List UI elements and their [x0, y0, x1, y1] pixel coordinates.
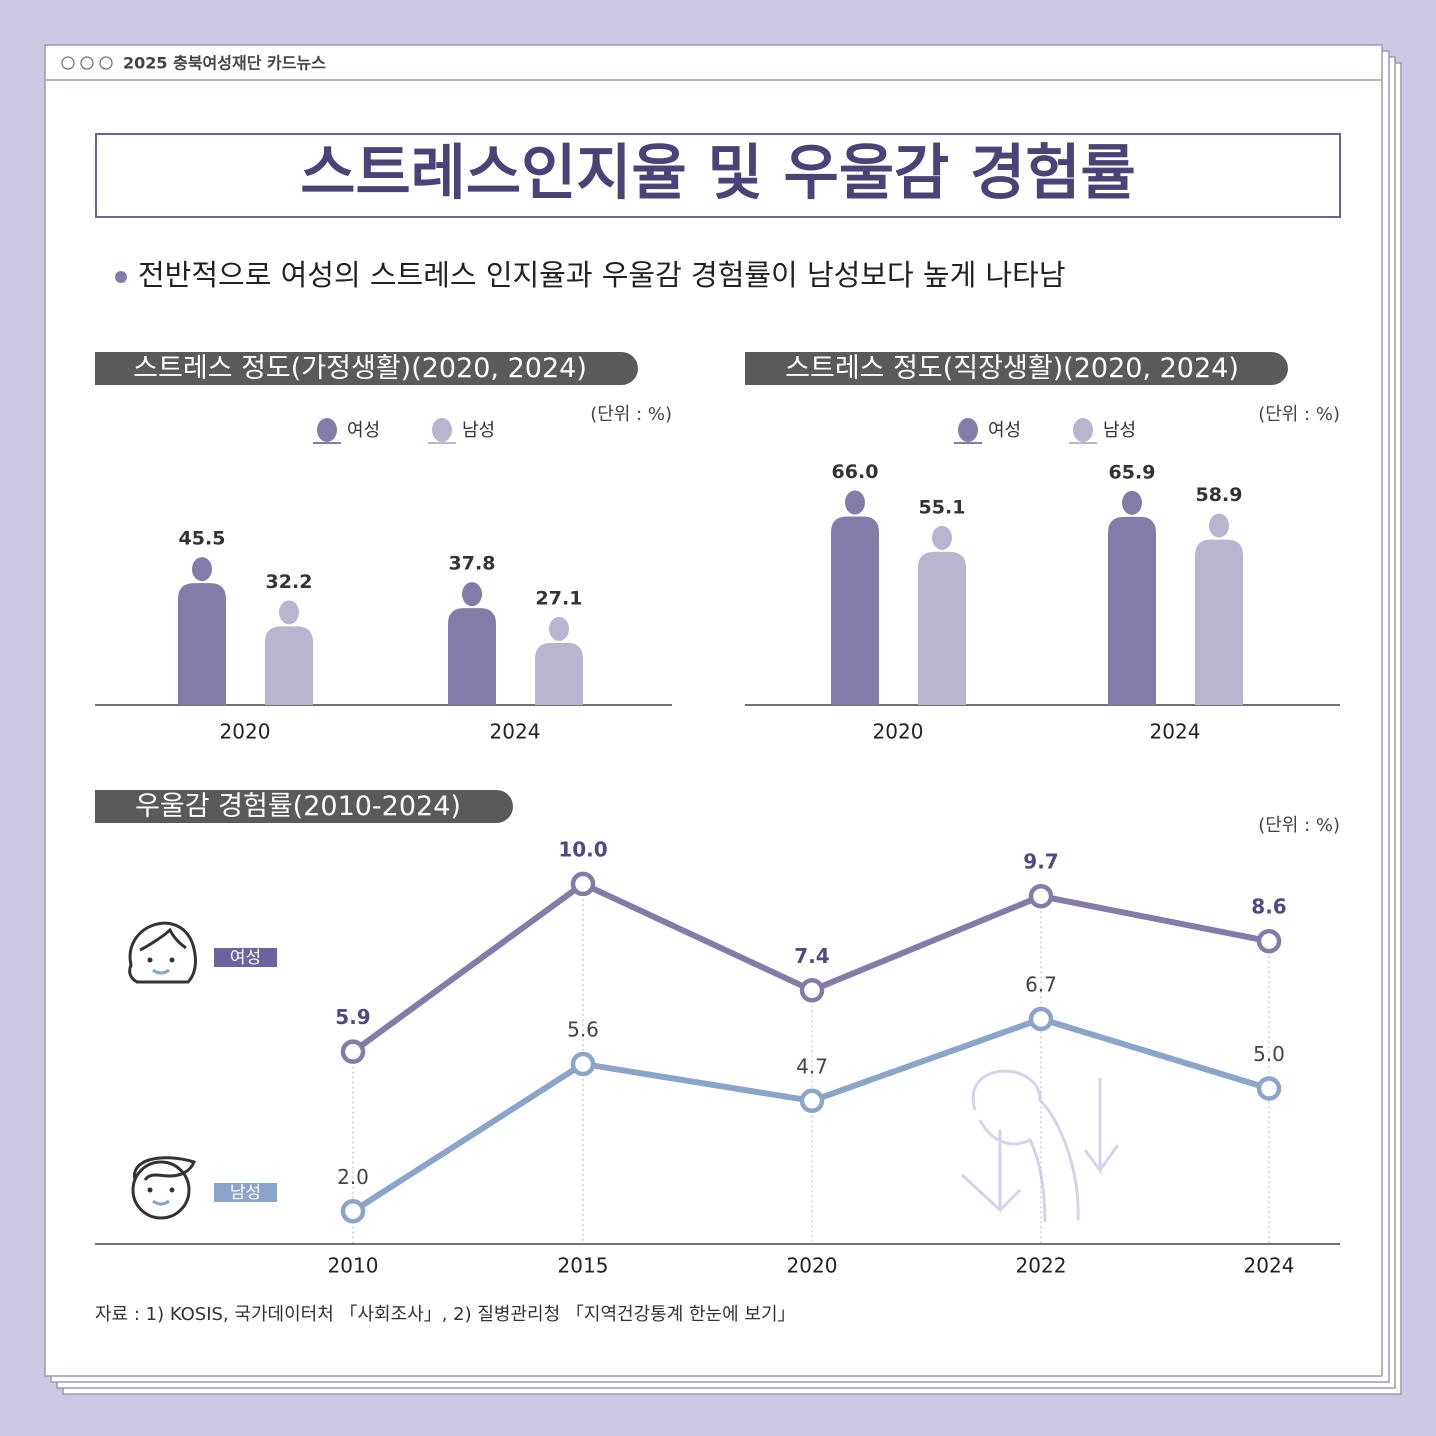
x-tick-label: 2020: [220, 720, 271, 744]
point: [340, 1199, 366, 1224]
x-tick-label: 2024: [1244, 1254, 1295, 1278]
value-label: 32.2: [266, 571, 313, 593]
x-tick-label: 2022: [1016, 1254, 1067, 1278]
window-title: 2025 충북여성재단 카드뉴스: [123, 54, 326, 73]
person-bar: [178, 557, 226, 705]
male-face-icon: [131, 1156, 197, 1220]
value-label: 37.8: [449, 553, 496, 575]
value-label: 4.7: [796, 1054, 828, 1078]
legend-label: 여성: [347, 420, 380, 441]
value-label: 5.6: [567, 1017, 599, 1041]
person-bar: [1195, 513, 1243, 705]
point: [799, 978, 825, 1003]
legend-label: 남성: [462, 420, 495, 441]
person-bar: [1108, 490, 1156, 705]
legend-box: [214, 1183, 277, 1202]
value-label: 58.9: [1196, 484, 1243, 506]
x-tick-label: 2024: [1150, 720, 1201, 744]
person-bar: [831, 490, 879, 705]
legend-label: 여성: [988, 420, 1021, 441]
value-label: 55.1: [919, 496, 966, 518]
window-dot: [80, 56, 94, 70]
value-label: 66.0: [832, 461, 879, 483]
section-header: [95, 790, 513, 823]
section-title: 스트레스 정도(직장생활)(2020, 2024): [785, 353, 1239, 384]
value-label: 5.9: [335, 1005, 370, 1029]
person-bar: [918, 525, 966, 705]
legend-icon: [428, 418, 456, 444]
window-dot: [99, 56, 113, 70]
bullet: [115, 271, 127, 283]
window-dot: [61, 56, 75, 70]
value-label: 45.5: [179, 528, 226, 550]
point: [1256, 1076, 1282, 1101]
decorative-illustration: [960, 1069, 1120, 1223]
person-bar: [448, 582, 496, 705]
x-tick-label: 2010: [328, 1254, 379, 1278]
legend-label: 여성: [230, 948, 261, 968]
point: [570, 1051, 596, 1077]
section-title: 우울감 경험률(2010-2024): [135, 791, 461, 822]
value-label: 2.0: [337, 1165, 369, 1189]
value-label: 65.9: [1109, 461, 1156, 483]
value-label: 9.7: [1023, 850, 1058, 874]
summary: 전반적으로 여성의 스트레스 인지율과 우울감 경험률이 남성보다 높게 나타남: [138, 258, 1066, 292]
section-header: [95, 352, 638, 385]
point: [799, 1088, 825, 1114]
point: [1256, 928, 1282, 954]
value-label: 7.4: [794, 944, 829, 968]
page-title: 스트레스인지율 및 우울감 경험률: [300, 139, 1135, 209]
legend-box: [214, 948, 277, 967]
legend-icon: [1069, 418, 1097, 444]
value-label: 5.0: [1253, 1042, 1285, 1066]
x-tick-label: 2024: [490, 720, 541, 744]
section-title: 스트레스 정도(가정생활)(2020, 2024): [133, 353, 587, 384]
source-note: 자료 : 1) KOSIS, 국가데이터처 「사회조사」, 2) 질병관리청 「…: [95, 1304, 796, 1325]
legend-icon: [313, 418, 341, 444]
x-tick-label: 2020: [873, 720, 924, 744]
legend-label: 남성: [230, 1183, 261, 1203]
unit-label: (단위 : %): [1258, 404, 1340, 425]
unit-label: (단위 : %): [1258, 815, 1340, 836]
value-label: 27.1: [536, 587, 583, 609]
legend-icon: [954, 418, 982, 444]
point: [340, 1039, 366, 1064]
point: [1028, 1006, 1054, 1032]
value-label: 10.0: [558, 837, 607, 861]
x-tick-label: 2020: [787, 1254, 838, 1278]
person-bar: [265, 600, 313, 705]
title-box: [95, 133, 1341, 218]
point: [1028, 883, 1054, 909]
section-header: [745, 352, 1288, 385]
person-bar: [535, 616, 583, 705]
legend-label: 남성: [1103, 420, 1136, 441]
page: [44, 44, 1383, 1377]
female-face-icon: [128, 921, 197, 984]
unit-label: (단위 : %): [590, 404, 672, 425]
point: [570, 871, 596, 897]
value-label: 8.6: [1251, 895, 1286, 919]
x-tick-label: 2015: [558, 1254, 609, 1278]
value-label: 6.7: [1025, 972, 1057, 996]
